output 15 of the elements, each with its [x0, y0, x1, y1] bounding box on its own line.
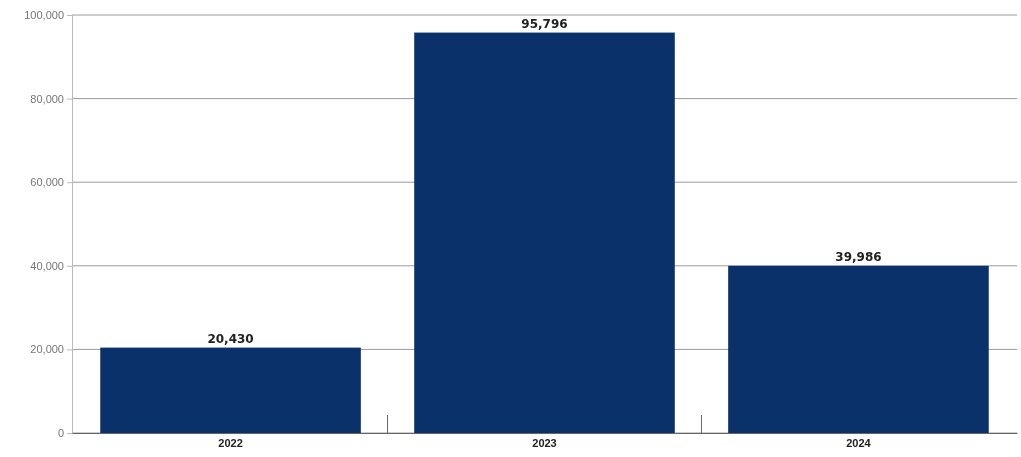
- bar: [414, 32, 675, 433]
- x-tick-label: 2022: [218, 436, 243, 449]
- y-tick-label: 100,000: [24, 9, 64, 22]
- data-label: 39,986: [835, 249, 882, 264]
- y-tick-label: 60,000: [30, 176, 64, 189]
- data-label: 95,796: [521, 16, 568, 31]
- x-tick-label: 2024: [846, 436, 872, 449]
- bar: [100, 347, 361, 433]
- bar: [728, 265, 989, 433]
- y-tick-label: 80,000: [30, 92, 64, 105]
- data-label: 20,430: [207, 331, 254, 346]
- y-tick-label: 20,000: [30, 343, 64, 356]
- y-tick-label: 40,000: [30, 259, 64, 272]
- y-tick-label: 0: [57, 427, 64, 440]
- x-tick-label: 2023: [532, 436, 557, 449]
